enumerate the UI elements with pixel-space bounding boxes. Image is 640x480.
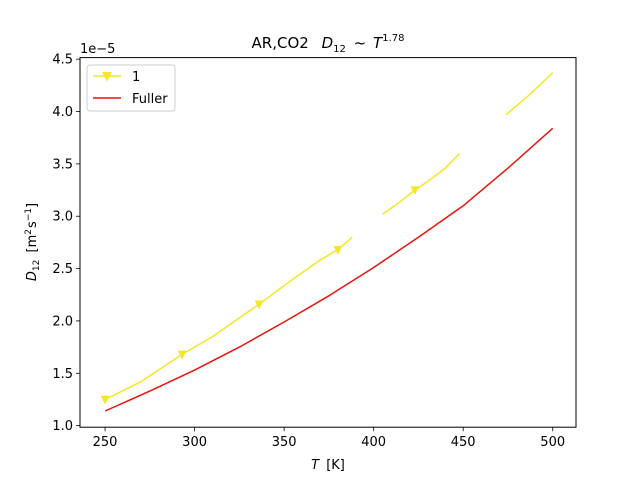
- legend-label-series-1: 1: [132, 70, 140, 85]
- title-expr-sub: 12: [333, 44, 346, 55]
- y-axis-label-sub: 12: [32, 260, 42, 271]
- legend-label-fuller: Fuller: [132, 92, 168, 107]
- x-axis-label: T [K]: [311, 458, 345, 473]
- y-tick-label-3.5: 3.5: [52, 157, 73, 172]
- x-tick-label-300: 300: [182, 435, 207, 450]
- y-offset-text: 1e−5: [80, 42, 115, 57]
- series-1-marker-5: [410, 186, 420, 196]
- y-axis-label: D12 [m2s−1]: [24, 203, 43, 281]
- chart-title: AR,CO2 D12 ~ T1.78: [252, 33, 405, 56]
- title-expr-exp: 1.78: [382, 33, 404, 44]
- title-prefix: AR,CO2: [252, 34, 309, 52]
- x-axis-label-unit: [K]: [326, 458, 345, 473]
- title-expr-main: D: [322, 34, 334, 52]
- series-1-marker-3: [254, 300, 264, 310]
- fuller-line-segment-1: [104, 127, 554, 412]
- y-tick-label-4.5: 4.5: [52, 53, 73, 68]
- y-tick-label-2.5: 2.5: [52, 262, 73, 277]
- x-tick-label-400: 400: [361, 435, 386, 450]
- title-expr-t: T: [373, 34, 384, 52]
- y-tick-label-2.0: 2.0: [52, 314, 73, 329]
- legend-marker-series-1: [102, 72, 112, 82]
- title-expr-rel: ~: [354, 34, 367, 52]
- series-1-line-segment-3: [505, 72, 554, 116]
- y-axis-label-unit-sup2: −1: [24, 208, 34, 221]
- plot-series: [100, 72, 554, 412]
- y-axis-label-symbol: D: [25, 271, 40, 281]
- y-axis-label-unit-mid: s: [25, 221, 40, 228]
- x-tick-label-500: 500: [540, 435, 565, 450]
- series-1-marker-2: [177, 350, 187, 360]
- y-tick-label-3.0: 3.0: [52, 210, 73, 225]
- x-axis-ticks: 250 300 350 400 450 500: [93, 427, 565, 450]
- x-tick-label-450: 450: [451, 435, 476, 450]
- x-tick-label-250: 250: [93, 435, 118, 450]
- y-axis-label-unit-open: [m: [25, 235, 40, 253]
- series-1-marker-4: [333, 245, 343, 255]
- x-tick-label-350: 350: [272, 435, 297, 450]
- axes-frame: [79, 57, 577, 428]
- y-tick-label-1.5: 1.5: [52, 367, 73, 382]
- y-axis-label-unit-close: ]: [25, 203, 40, 208]
- y-tick-label-1.0: 1.0: [52, 419, 73, 434]
- x-axis-label-symbol: T: [311, 458, 320, 473]
- series-1-marker-1: [100, 395, 110, 405]
- y-axis-ticks: 1.0 1.5 2.0 2.5 3.0 3.5 4.0 4.5: [52, 53, 80, 434]
- y-tick-label-4.0: 4.0: [52, 105, 73, 120]
- y-axis-label-unit-sup1: 2: [24, 229, 34, 235]
- series-1-line-segment-2: [382, 152, 461, 215]
- legend: 1 Fuller: [86, 64, 176, 112]
